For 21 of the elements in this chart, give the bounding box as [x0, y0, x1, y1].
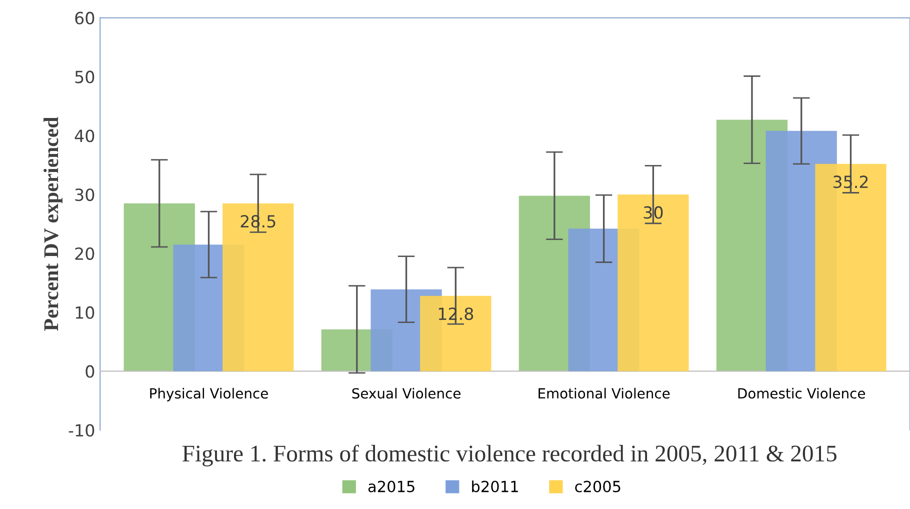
x-tick-label: Domestic Violence — [738, 388, 866, 399]
legend-label: c2005 — [575, 480, 620, 492]
x-tick-label: Sexual Violence — [352, 388, 460, 399]
text: Figure 1. Forms of domestic violence recorded in 2005, 2011 & 2015 — [182, 444, 836, 466]
x-tick-label: Physical Violence — [150, 388, 268, 402]
legend-label: a2015 — [368, 480, 414, 492]
y-tick-label: 0 — [86, 365, 94, 378]
y-tick-label: 30 — [75, 188, 94, 202]
y-tick-label: 50 — [75, 70, 94, 84]
y-tick-label: 60 — [75, 12, 94, 24]
x-tick-label: Emotional Violence — [538, 388, 670, 399]
legend-label: b2011 — [472, 480, 518, 492]
y-tick-label: 20 — [75, 247, 94, 260]
y-tick-label: 40 — [74, 130, 94, 142]
y-axis-title: Percent DV experienced — [44, 116, 62, 331]
bar — [618, 194, 689, 372]
bar — [815, 164, 886, 372]
y-tick-label: -10 — [68, 424, 94, 437]
bar — [222, 203, 294, 372]
y-tick-label: 10 — [76, 306, 94, 319]
bar — [420, 296, 492, 372]
